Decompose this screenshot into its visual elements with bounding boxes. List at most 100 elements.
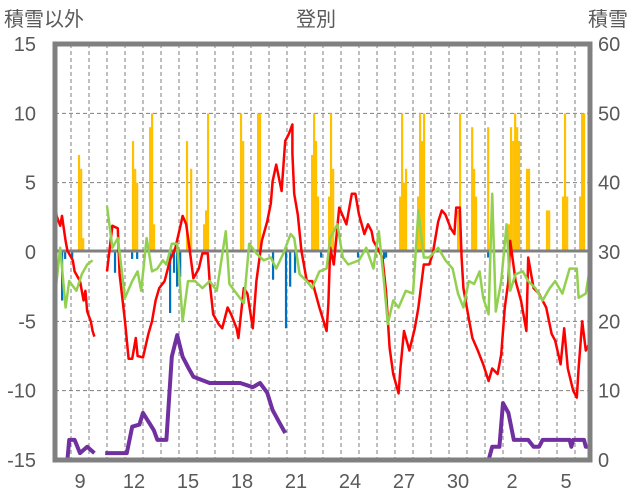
yellow-bar — [566, 196, 569, 252]
yellow-bar — [327, 196, 331, 252]
yellow-bar — [527, 168, 531, 252]
yellow-bar — [259, 113, 262, 252]
x-tick-label: 9 — [74, 471, 85, 493]
x-tick-label: 12 — [123, 471, 145, 493]
blue-bar — [113, 252, 117, 273]
x-tick-label: 2 — [506, 471, 517, 493]
yellow-bar — [473, 168, 476, 252]
yellow-bar — [242, 141, 245, 252]
x-axis-ticks: 9 12 15 18 21 24 27 30 2 5 — [74, 471, 571, 493]
yellow-bar — [80, 168, 83, 252]
yellow-bar — [404, 168, 408, 252]
yellow-bar — [457, 210, 460, 252]
right-axis-title: 積雪 — [588, 7, 628, 31]
yellow-bar — [77, 154, 81, 252]
blue-bar — [176, 252, 179, 287]
yellow-bar — [329, 113, 333, 252]
yellow-bar — [203, 224, 206, 252]
left-tick-label: -15 — [7, 450, 36, 472]
yellow-bar — [421, 141, 424, 252]
yellow-bar — [471, 127, 474, 252]
blue-bar — [169, 252, 172, 314]
right-tick-label: 30 — [598, 242, 620, 264]
blue-bar — [64, 252, 67, 259]
yellow-bar — [514, 113, 517, 252]
blue-bar — [289, 252, 292, 287]
yellow-bar — [82, 238, 85, 252]
left-axis-ticks: 15 10 5 0 -5 -10 -15 — [7, 34, 36, 472]
yellow-bar — [136, 182, 139, 252]
right-tick-label: 20 — [598, 311, 620, 333]
yellow-bar — [516, 127, 519, 252]
yellow-bar — [583, 113, 586, 252]
left-tick-label: -5 — [18, 311, 36, 333]
green-series-line — [53, 246, 94, 309]
purple-series-line — [310, 401, 592, 462]
yellow-bar — [152, 224, 156, 252]
blue-bar — [383, 252, 386, 259]
blue-bar — [293, 252, 297, 273]
blue-bar — [356, 252, 360, 258]
blue-bar — [487, 252, 490, 258]
green-series-line — [105, 192, 591, 326]
yellow-bar — [151, 113, 154, 252]
purple-series-line — [53, 437, 96, 462]
x-tick-label: 24 — [339, 471, 361, 493]
yellow-bar — [581, 113, 584, 252]
right-tick-label: 40 — [598, 173, 620, 195]
blue-bar — [172, 252, 176, 273]
x-tick-label: 18 — [231, 471, 253, 493]
yellow-bar — [185, 141, 189, 252]
yellow-bar — [313, 113, 316, 252]
blue-bar — [71, 252, 74, 259]
lines-layer — [52, 123, 592, 462]
left-tick-label: 5 — [25, 173, 36, 195]
blue-bar — [179, 252, 182, 277]
yellow-bar — [134, 168, 137, 252]
yellow-bar — [579, 196, 582, 252]
purple-series-line — [105, 333, 287, 456]
bars-layer — [53, 113, 586, 329]
x-tick-label: 5 — [560, 471, 571, 493]
blue-bar — [284, 252, 288, 329]
gridlines — [55, 44, 590, 460]
red-series-line — [105, 123, 591, 399]
red-series-line — [52, 190, 96, 337]
yellow-bar — [131, 141, 135, 252]
right-tick-label: 50 — [598, 103, 620, 125]
x-tick-label: 21 — [285, 471, 307, 493]
yellow-bar — [563, 113, 567, 252]
yellow-bar — [401, 113, 404, 252]
plot-frame — [52, 41, 593, 463]
yellow-bar — [316, 196, 320, 252]
yellow-bar — [458, 113, 462, 252]
yellow-bar — [525, 168, 529, 252]
yellow-bar — [205, 210, 208, 252]
yellow-bar — [509, 127, 513, 252]
yellow-bar — [314, 141, 318, 252]
left-axis-title: 積雪以外 — [4, 7, 84, 31]
left-tick-label: -10 — [7, 381, 36, 403]
x-tick-label: 15 — [177, 471, 199, 493]
blue-bar — [131, 252, 134, 259]
yellow-bar — [518, 141, 521, 252]
yellow-bar — [206, 113, 210, 252]
yellow-bar — [149, 127, 152, 252]
yellow-bar — [545, 210, 549, 252]
right-axis-ticks: 60 50 40 30 20 10 0 — [598, 34, 620, 472]
x-tick-label: 27 — [393, 471, 415, 493]
x-tick-label: 30 — [447, 471, 469, 493]
right-tick-label: 60 — [598, 34, 620, 56]
yellow-bar — [311, 154, 314, 252]
right-tick-label: 0 — [598, 450, 609, 472]
chart-title: 登別 — [296, 7, 336, 31]
yellow-bar — [257, 113, 260, 252]
yellow-bar — [422, 113, 426, 252]
yellow-bar — [239, 113, 243, 252]
left-tick-label: 10 — [14, 103, 36, 125]
yellow-bar — [190, 168, 193, 252]
blue-bar — [136, 252, 139, 259]
yellow-bar — [332, 168, 335, 252]
yellow-bar — [548, 210, 551, 252]
